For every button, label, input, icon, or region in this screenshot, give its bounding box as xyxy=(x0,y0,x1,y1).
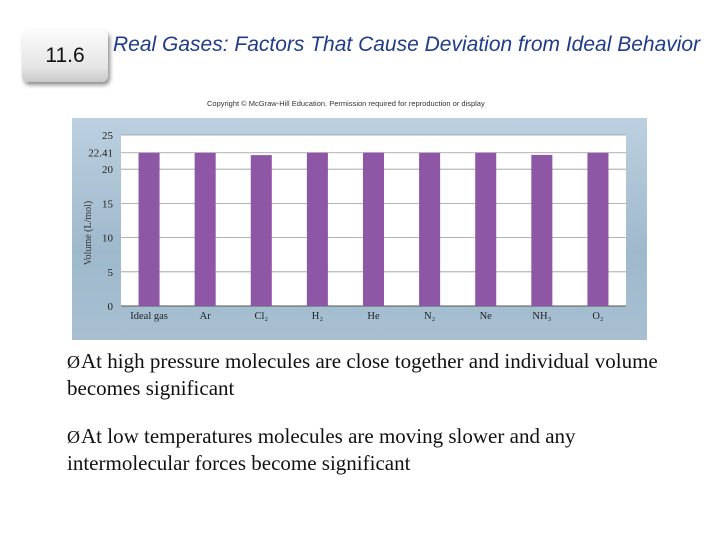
bar-layer xyxy=(138,152,609,306)
y-tick-label: 15 xyxy=(102,198,114,210)
volume-bar-chart: 0 5 10 15 20 25 22.41 Ideal gas Ar Cl₂ H₂ He N₂ Ne NH… xyxy=(83,130,626,322)
bar xyxy=(362,152,385,306)
slide-title: Real Gases: Factors That Cause Deviation… xyxy=(113,33,701,56)
x-tick-label: Ideal gas xyxy=(130,311,168,322)
bar xyxy=(250,155,272,306)
arrow-bullet-icon: Ø xyxy=(67,427,80,447)
y-tick-labels: 0 5 10 15 20 25 22.41 xyxy=(88,130,113,313)
arrow-bullet-icon: Ø xyxy=(67,352,80,372)
y-reference-tick-label: 22.41 xyxy=(88,148,113,160)
x-tick-label: He xyxy=(367,311,380,322)
bar xyxy=(531,154,553,306)
x-tick-label: N₂ xyxy=(424,311,436,322)
y-tick-label: 5 xyxy=(108,267,114,279)
y-axis-label: Volume (L/mol) xyxy=(83,201,94,266)
x-tick-label: Ne xyxy=(480,311,493,322)
y-tick-label: 0 xyxy=(108,301,114,313)
bar xyxy=(194,152,216,306)
x-tick-label: H₂ xyxy=(312,311,324,322)
x-tick-label: O₂ xyxy=(592,311,604,322)
bar xyxy=(587,152,609,306)
x-tick-label: NH₃ xyxy=(532,311,551,322)
x-tick-label: Cl₂ xyxy=(254,311,268,322)
bar xyxy=(138,152,160,306)
bar xyxy=(306,152,328,306)
y-tick-label: 20 xyxy=(102,164,114,176)
bullet-low-temperature: ØAt low temperatures molecules are movin… xyxy=(67,423,697,476)
bar xyxy=(475,152,497,306)
bullet-high-pressure: ØAt high pressure molecules are close to… xyxy=(67,348,697,401)
x-tick-labels: Ideal gas Ar Cl₂ H₂ He N₂ Ne NH₃ O₂ xyxy=(130,311,604,322)
bullet-text: At high pressure molecules are close tog… xyxy=(67,349,658,400)
bullet-text: At low temperatures molecules are moving… xyxy=(67,424,576,475)
copyright-notice: Copyright © McGraw-Hill Education. Permi… xyxy=(207,99,485,108)
y-tick-label: 25 xyxy=(102,130,114,142)
bar xyxy=(419,152,441,306)
x-tick-label: Ar xyxy=(200,311,212,322)
section-number-badge: 11.6 xyxy=(22,30,108,82)
y-tick-label: 10 xyxy=(102,233,114,245)
